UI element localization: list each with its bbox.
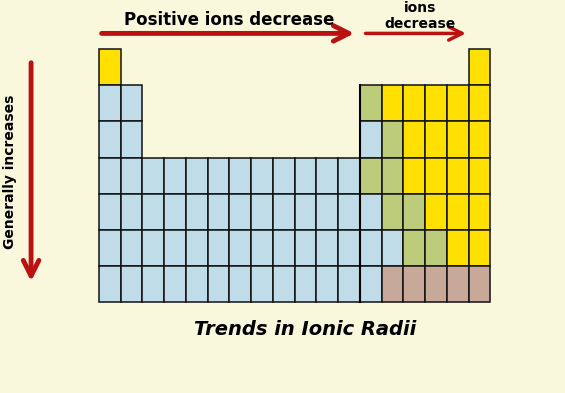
Bar (121, 158, 142, 194)
Bar (186, 194, 208, 230)
Bar (338, 230, 360, 266)
Bar (164, 194, 186, 230)
Bar (208, 194, 229, 230)
Bar (251, 194, 273, 230)
Bar (360, 121, 382, 158)
Bar (468, 194, 490, 230)
Bar (382, 158, 403, 194)
Bar (447, 266, 468, 302)
Bar (142, 230, 164, 266)
Bar (142, 158, 164, 194)
Bar (360, 194, 382, 230)
Bar (338, 194, 360, 230)
Bar (316, 158, 338, 194)
Bar (425, 194, 447, 230)
Bar (99, 121, 121, 158)
Bar (186, 266, 208, 302)
Bar (360, 85, 382, 121)
Bar (403, 266, 425, 302)
Bar (403, 85, 425, 121)
Bar (164, 266, 186, 302)
Bar (99, 194, 121, 230)
Bar (338, 158, 360, 194)
Bar (338, 266, 360, 302)
Bar (121, 266, 142, 302)
Bar (468, 121, 490, 158)
Bar (273, 230, 295, 266)
Bar (447, 194, 468, 230)
Bar (208, 230, 229, 266)
Bar (360, 266, 382, 302)
Bar (121, 230, 142, 266)
Bar (425, 266, 447, 302)
Bar (251, 230, 273, 266)
Bar (121, 85, 142, 121)
Bar (229, 158, 251, 194)
Bar (403, 230, 425, 266)
Bar (99, 266, 121, 302)
Bar (468, 49, 490, 85)
Bar (251, 266, 273, 302)
Bar (99, 85, 121, 121)
Bar (273, 158, 295, 194)
Bar (316, 230, 338, 266)
Bar (142, 194, 164, 230)
Text: Positive ions decrease: Positive ions decrease (124, 11, 334, 29)
Bar (273, 194, 295, 230)
Bar (403, 158, 425, 194)
Bar (360, 158, 382, 194)
Bar (447, 85, 468, 121)
Bar (403, 121, 425, 158)
Bar (425, 85, 447, 121)
Bar (468, 158, 490, 194)
Bar (273, 266, 295, 302)
Bar (468, 85, 490, 121)
Text: Negative
ions
decrease: Negative ions decrease (384, 0, 455, 31)
Bar (425, 230, 447, 266)
Bar (121, 121, 142, 158)
Bar (251, 158, 273, 194)
Bar (295, 266, 316, 302)
Bar (295, 158, 316, 194)
Bar (99, 230, 121, 266)
Bar (382, 85, 403, 121)
Bar (447, 230, 468, 266)
Bar (403, 194, 425, 230)
Bar (316, 194, 338, 230)
Bar (316, 266, 338, 302)
Bar (382, 230, 403, 266)
Bar (229, 266, 251, 302)
Bar (208, 158, 229, 194)
Bar (142, 266, 164, 302)
Bar (164, 158, 186, 194)
Bar (229, 194, 251, 230)
Bar (164, 230, 186, 266)
Bar (360, 230, 382, 266)
Bar (186, 230, 208, 266)
Bar (186, 158, 208, 194)
Text: Trends in Ionic Radii: Trends in Ionic Radii (194, 320, 416, 339)
Bar (295, 230, 316, 266)
Bar (468, 230, 490, 266)
Bar (447, 158, 468, 194)
Bar (425, 121, 447, 158)
Text: Generally increases: Generally increases (3, 95, 16, 249)
Bar (425, 158, 447, 194)
Bar (382, 266, 403, 302)
Bar (229, 230, 251, 266)
Bar (208, 266, 229, 302)
Bar (468, 266, 490, 302)
Bar (99, 49, 121, 85)
Bar (99, 158, 121, 194)
Bar (447, 121, 468, 158)
Bar (382, 194, 403, 230)
Bar (121, 194, 142, 230)
Bar (295, 194, 316, 230)
Bar (382, 121, 403, 158)
